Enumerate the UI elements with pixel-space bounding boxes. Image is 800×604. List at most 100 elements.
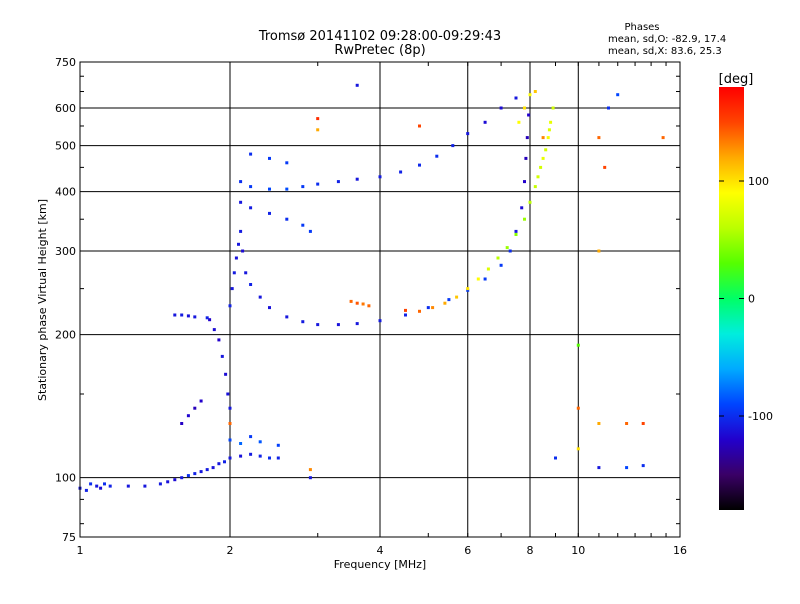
data-point — [193, 406, 197, 410]
data-point — [228, 456, 232, 460]
data-point — [237, 242, 240, 246]
x-tick-label: 6 — [464, 544, 471, 557]
colorbar-tick-label: 0 — [748, 293, 755, 306]
data-point — [199, 470, 203, 474]
y-tick-label: 100 — [55, 472, 76, 485]
data-point — [95, 484, 99, 488]
data-point — [268, 456, 271, 460]
data-point — [126, 484, 130, 488]
x-axis-label: Frequency [MHz] — [334, 558, 426, 571]
data-point — [483, 120, 487, 124]
data-point — [525, 136, 529, 140]
data-point — [546, 136, 550, 140]
data-point — [597, 466, 601, 470]
x-tick-label: 1 — [77, 544, 84, 557]
data-point — [418, 163, 421, 167]
data-point — [367, 304, 371, 308]
data-point — [499, 106, 503, 110]
data-point — [89, 482, 93, 486]
data-point — [607, 106, 610, 110]
data-point — [661, 136, 665, 140]
data-point — [539, 165, 543, 169]
data-point — [205, 468, 209, 472]
data-point — [435, 154, 439, 158]
data-point — [316, 128, 320, 132]
data-point — [431, 306, 435, 310]
data-point — [523, 217, 526, 221]
stats-o-mode: mean, sd,O: -82.9, 17.4 — [608, 34, 726, 45]
data-point — [258, 295, 262, 299]
data-point — [355, 301, 359, 305]
data-point — [597, 422, 601, 425]
data-point — [249, 435, 253, 439]
data-point — [193, 472, 197, 476]
data-point — [186, 314, 190, 318]
data-point — [285, 315, 289, 319]
data-point — [249, 283, 253, 286]
data-point — [523, 180, 526, 184]
colorbar-label: [deg] — [719, 72, 754, 87]
data-point — [641, 422, 645, 425]
data-point — [228, 438, 232, 442]
data-point — [186, 414, 190, 418]
y-tick-label: 200 — [55, 329, 76, 342]
data-point — [276, 443, 280, 447]
data-point — [103, 482, 106, 486]
data-point — [199, 399, 203, 403]
data-point — [217, 338, 221, 342]
data-point — [268, 306, 271, 310]
data-point — [285, 161, 289, 165]
data-point — [308, 476, 312, 480]
data-point — [316, 117, 320, 121]
data-point — [524, 156, 528, 160]
data-point — [228, 304, 232, 308]
colorbar-ticks: 100 0 -100 — [719, 175, 773, 423]
data-point — [576, 406, 580, 410]
data-point — [239, 229, 243, 233]
data-point — [143, 484, 147, 488]
data-point — [316, 323, 320, 327]
data-point — [208, 318, 212, 322]
colorbar-tick-label: -100 — [748, 410, 773, 423]
y-axis-ticks: 75 100 200 300 400 500 600 750 — [55, 56, 680, 544]
data-point — [205, 316, 209, 320]
y-tick-label: 500 — [55, 140, 76, 153]
data-point — [232, 271, 236, 275]
data-point — [541, 136, 545, 140]
y-tick-label: 75 — [62, 531, 76, 544]
data-point — [308, 229, 312, 233]
data-point — [616, 93, 620, 97]
data-point — [180, 313, 184, 317]
data-point — [443, 301, 447, 305]
y-tick-label: 400 — [55, 186, 76, 199]
data-point — [249, 185, 253, 189]
data-point — [514, 233, 518, 236]
data-point — [597, 249, 601, 253]
data-point — [211, 466, 215, 470]
data-point — [517, 120, 521, 124]
grid-layer — [80, 62, 680, 537]
data-point — [193, 315, 197, 319]
colorbar-tick-label: 100 — [748, 175, 769, 188]
data-point — [418, 124, 421, 128]
data-point — [212, 328, 216, 332]
y-axis-label: Stationary phase Virtual Height [km] — [36, 199, 49, 401]
data-point — [308, 468, 312, 472]
data-point — [239, 442, 243, 445]
data-point — [499, 263, 503, 267]
x-tick-label: 8 — [527, 544, 534, 557]
data-point — [466, 287, 470, 291]
data-point — [355, 177, 359, 181]
data-point — [455, 295, 459, 299]
data-point — [173, 478, 177, 482]
data-point — [528, 93, 532, 97]
y-tick-label: 600 — [55, 102, 76, 115]
data-point — [528, 200, 532, 204]
data-point — [378, 175, 382, 179]
data-point — [234, 256, 238, 260]
data-point — [466, 132, 470, 136]
data-point — [527, 113, 531, 117]
data-point — [249, 206, 253, 210]
data-point — [399, 170, 403, 174]
